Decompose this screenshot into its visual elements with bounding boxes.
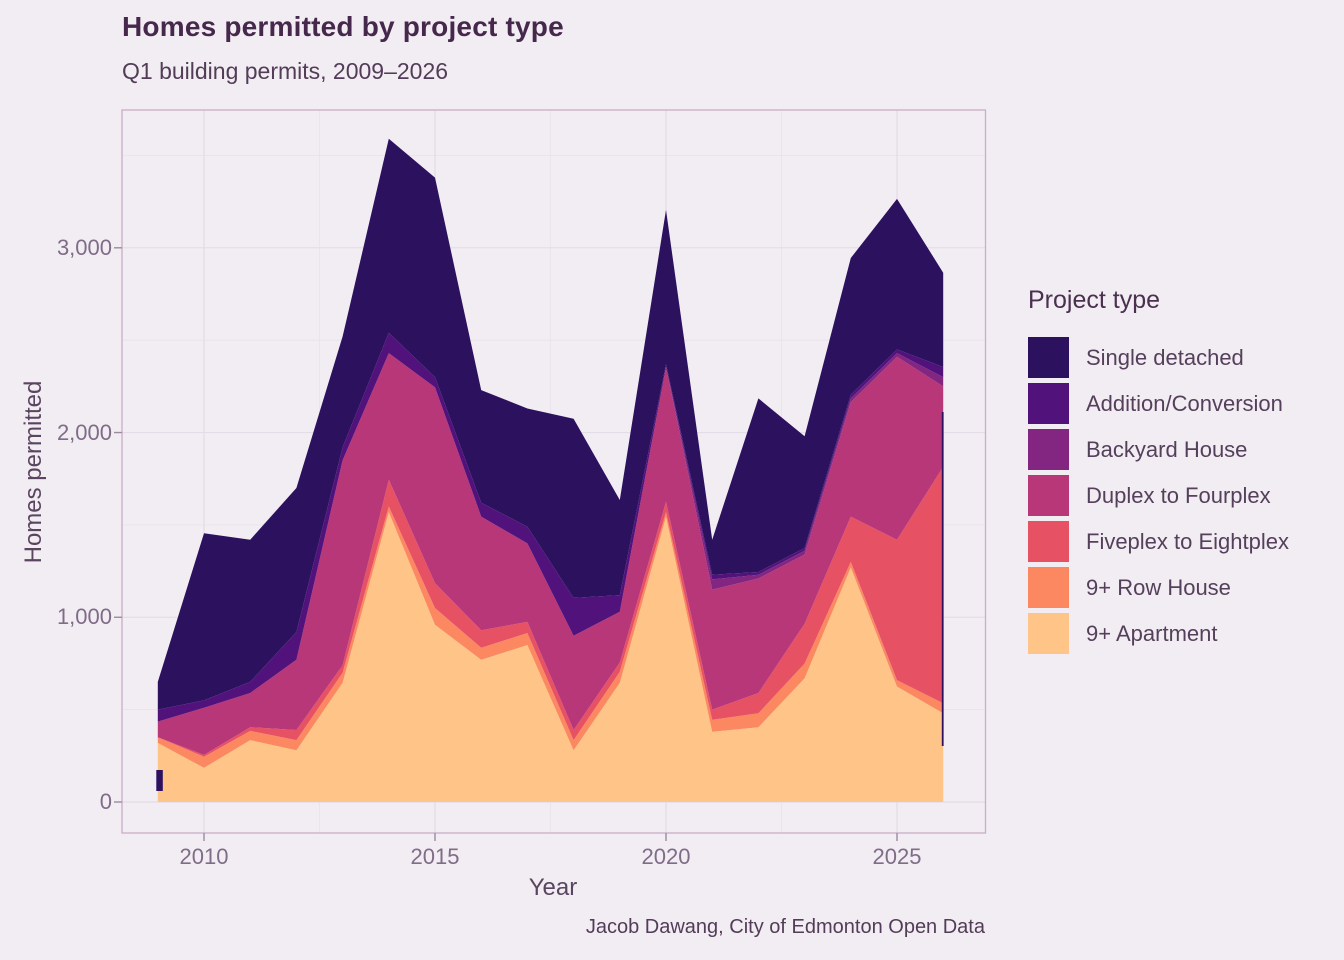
legend-label: Single detached [1086,344,1244,370]
legend-swatch [1028,383,1069,424]
y-tick-label-1000: 1,000 [56,604,112,630]
chart-subtitle: Q1 building permits, 2009–2026 [122,58,449,84]
legend-item: Single detached [1028,337,1338,378]
legend-item: 9+ Apartment [1028,613,1338,654]
legend-label: Backyard House [1086,436,1248,462]
legend-label: Fiveplex to Eightplex [1086,528,1289,554]
legend: Project type Single detached Addition/Con… [1028,286,1338,659]
caption: Jacob Dawang, City of Edmonton Open Data [585,916,985,938]
legend-item: Duplex to Fourplex [1028,475,1338,516]
area-duplex-to-fourplex [157,353,944,755]
legend-item: Fiveplex to Eightplex [1028,521,1338,562]
legend-items: Single detached Addition/Conversion Backya… [1028,337,1338,654]
legend-swatch [1028,567,1069,608]
legend-swatch [1028,337,1069,378]
x-tick-label-2010: 2010 [179,844,229,869]
y-tick-label-3000: 3,000 [56,234,112,260]
x-tick-label-2015: 2015 [410,844,460,869]
x-axis-title: Year [528,874,578,901]
x-tick-label-2020: 2020 [641,844,691,869]
legend-title: Project type [1028,286,1161,314]
y-axis-title: Homes permitted [20,380,47,564]
chart-title: Homes permitted by project type [122,11,564,42]
legend-item: Backyard House [1028,429,1338,470]
legend-label: Duplex to Fourplex [1086,482,1271,508]
area-single-detached [157,138,944,710]
y-tick-label-0: 0 [99,789,112,814]
y-tick-label-2000: 2,000 [56,419,112,445]
legend-swatch [1028,613,1069,654]
legend-label: 9+ Apartment [1086,620,1218,646]
x-tick-label-2025: 2025 [872,844,922,869]
legend-label: Addition/Conversion [1086,390,1283,416]
area-addition-conversion [157,332,944,722]
legend-item: 9+ Row House [1028,567,1338,608]
legend-swatch [1028,521,1069,562]
area-9-row-house [157,506,944,768]
legend-label: 9+ Row House [1086,574,1231,600]
area-9-apartment [157,512,944,802]
legend-swatch [1028,475,1069,516]
legend-swatch [1028,429,1069,470]
legend-item: Addition/Conversion [1028,383,1338,424]
